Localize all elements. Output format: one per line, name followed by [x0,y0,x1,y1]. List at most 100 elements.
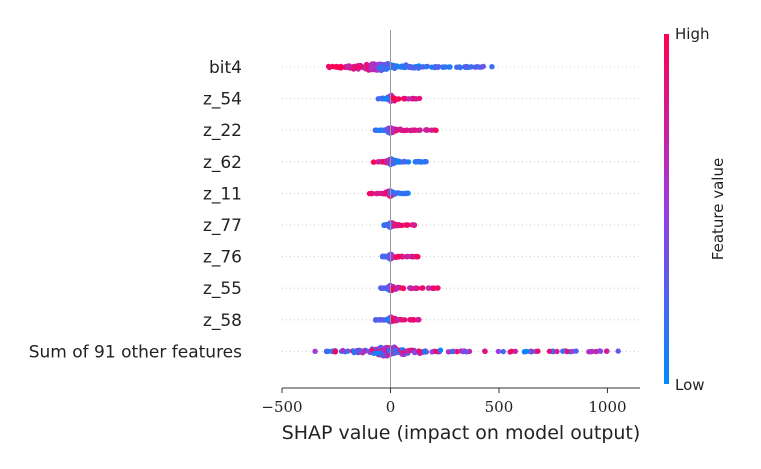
data-point [407,347,413,354]
colorbar [664,34,669,384]
data-point [464,349,470,355]
data-point [351,348,357,354]
feature-label: z_11 [203,184,242,204]
data-point [407,285,413,291]
x-tick-label: 1000 [588,398,626,416]
data-point [423,63,429,70]
data-point [495,348,502,355]
colorbar-low-label: Low [675,376,705,394]
data-point [416,95,423,102]
data-point [523,348,529,355]
feature-label: z_76 [203,248,242,268]
data-point [395,159,402,165]
data-point [312,348,318,354]
data-points [312,60,621,359]
data-point [325,63,332,70]
data-point [500,348,506,355]
data-point [564,348,570,355]
data-point [374,190,380,197]
data-point [413,159,419,165]
data-point [615,348,621,354]
data-point [489,63,495,70]
data-point [433,127,439,133]
data-point [383,190,389,197]
data-point [401,96,407,102]
colorbar-high-label: High [675,25,709,43]
data-point [401,127,407,134]
data-point [456,64,463,70]
data-point [560,348,566,354]
data-point [325,348,331,354]
data-point [400,349,406,355]
feature-label: z_22 [203,121,242,141]
data-point [354,64,361,70]
data-point [386,348,392,354]
data-point [357,348,363,354]
data-point [508,348,515,354]
data-point [422,349,428,355]
data-point [394,317,401,323]
data-point [384,65,390,71]
data-point [390,286,396,292]
data-point [338,64,344,70]
data-point [393,126,400,133]
data-point [374,127,380,133]
x-axis-label: SHAP value (impact on model output) [282,422,641,444]
feature-label: z_62 [203,153,242,173]
data-point [512,348,518,354]
data-point [388,189,395,195]
colorbar-title: Feature value [709,158,727,260]
feature-label: z_55 [203,279,242,299]
data-point [414,253,420,260]
data-point [340,347,346,354]
data-point [396,96,402,102]
data-point [392,347,398,354]
data-point [386,254,393,261]
data-point [369,62,375,68]
data-point [468,64,474,70]
data-point [412,285,419,291]
x-tick-label: 0 [386,398,396,416]
data-point [445,349,452,355]
data-point [596,348,603,354]
x-tick-label: −500 [261,398,302,416]
data-point [437,347,444,353]
x-tick-label: 500 [485,398,514,416]
data-point [404,253,410,260]
data-point [377,64,384,70]
data-point [388,125,394,131]
data-point [371,159,377,165]
data-point [424,127,431,133]
data-point [429,285,435,291]
data-point [405,96,412,102]
data-point [480,63,486,70]
feature-label: z_58 [203,311,242,331]
data-point [411,96,417,102]
data-point [417,127,423,133]
data-point [603,348,610,354]
feature-label: bit4 [209,58,242,78]
data-point [405,159,412,165]
data-point [344,63,351,69]
data-point [411,317,417,323]
data-point [400,190,406,197]
data-point [380,317,387,323]
data-point [368,190,374,197]
data-point [385,316,391,323]
data-point [482,348,488,355]
data-point [406,64,412,71]
data-point [446,64,452,70]
data-point [332,348,338,355]
data-point [383,158,390,165]
data-point [415,317,421,323]
data-point [474,63,480,70]
data-point [391,64,397,71]
feature-label: z_54 [203,90,242,110]
data-point [535,348,541,354]
data-point [391,222,398,229]
data-point [375,159,381,165]
feature-labels: bit4 z_54 z_22 z_62 z_11 z_77 z_76 z_55 z_58 Sum … [29,58,242,362]
data-point [432,348,439,355]
data-point [410,222,417,228]
